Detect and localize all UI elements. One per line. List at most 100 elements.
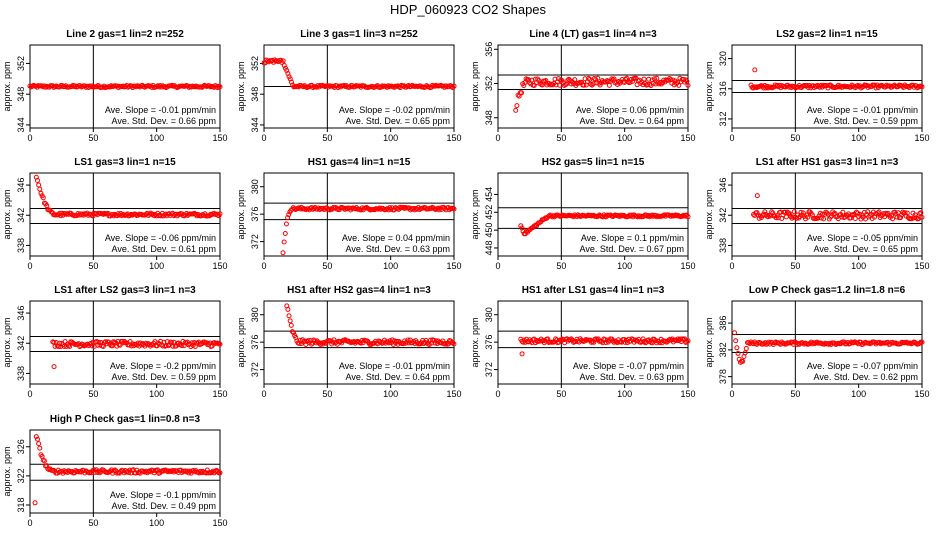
data-point [119,213,125,219]
y-tick-label: 318 [16,497,26,512]
y-tick-label: 376 [250,335,260,350]
data-point [909,216,915,222]
data-point [557,82,563,88]
panel-title: Line 2 gas=1 lin=2 n=252 [66,29,184,40]
x-tick-label: 0 [27,518,32,528]
data-point [281,239,287,245]
x-tick-label: 0 [261,389,266,399]
stddev-annotation: Ave. Std. Dev. = 0.64 ppm [346,372,450,382]
data-point [898,215,904,221]
slope-annotation: Ave. Slope = -0.01 ppm/min [807,105,918,115]
data-point [51,364,57,370]
y-axis-label: approx. ppm [704,317,714,367]
data-point [904,210,910,216]
x-tick-label: 100 [617,133,632,143]
y-tick-label: 344 [250,117,260,132]
slope-annotation: Ave. Slope = -0.05 ppm/min [807,233,918,243]
chart-panel-12: Low P Check gas=1.2 lin=1.8 n=6 0 50 100 150… [704,285,930,399]
data-point [519,351,525,357]
y-tick-label: 346 [16,306,26,321]
data-point [291,330,297,336]
x-tick-label: 100 [617,389,632,399]
data-point [558,213,564,219]
data-point [573,339,579,345]
data-point [378,206,384,212]
data-point [80,342,86,348]
data-point [67,343,73,349]
data-point [681,212,687,218]
data-point [289,329,295,335]
data-point [603,340,609,346]
x-tick-label: 100 [851,389,866,399]
y-tick-label: 338 [16,238,26,253]
data-point [217,84,223,90]
x-tick-label: 50 [88,389,98,399]
data-point [319,340,325,346]
data-point [165,469,171,475]
data-point [627,79,633,85]
data-point [535,339,541,345]
y-axis-label: approx. ppm [2,446,12,496]
y-tick-label: 386 [718,316,728,331]
data-point [786,210,792,216]
chart-panel-11: HS1 after LS1 gas=4 lin=1 n=3 0 50 100 150 37… [470,285,696,399]
data-point [36,182,42,188]
data-point [126,470,132,476]
stddev-annotation: Ave. Std. Dev. = 0.59 ppm [112,372,216,382]
panel-title: Line 4 (LT) gas=1 lin=4 n=3 [529,29,657,40]
data-point [406,340,412,346]
data-point [787,83,793,89]
panel-title: HS2 gas=5 lin=1 n=15 [542,157,645,168]
data-point [97,470,103,476]
y-tick-label: 344 [16,117,26,132]
data-point [133,211,139,217]
y-tick-label: 326 [16,439,26,454]
x-tick-label: 50 [556,133,566,143]
x-tick-label: 50 [88,518,98,528]
data-point [761,211,767,217]
x-tick-label: 150 [212,518,227,528]
x-tick-label: 100 [149,518,164,528]
data-point [805,214,811,220]
data-point [199,470,205,476]
data-point [588,81,594,87]
data-point [558,337,564,343]
data-point [668,213,674,219]
data-point [440,338,446,344]
data-point [93,211,99,217]
chart-panel-7: HS2 gas=5 lin=1 n=15 0 50 100 150 448 450 452 45… [470,157,696,271]
panel-title: HS1 after LS1 gas=4 lin=1 n=3 [522,285,665,296]
figure-title: HDP_060923 CO2 Shapes [390,2,547,17]
data-point [308,341,314,347]
stddev-annotation: Ave. Std. Dev. = 0.62 ppm [814,372,918,382]
data-point [38,190,44,196]
data-point [91,467,97,473]
data-point [553,336,559,342]
data-point [32,500,38,506]
data-point [916,84,922,90]
panel-title: LS1 gas=3 lin=1 n=15 [74,157,176,168]
data-point [280,250,286,256]
y-tick-label: 372 [250,362,260,377]
chart-panel-10: HS1 after HS2 gas=4 lin=1 n=3 0 50 100 150 37… [236,285,462,399]
data-point [451,83,457,89]
data-point [787,211,793,217]
x-tick-label: 100 [851,133,866,143]
x-tick-label: 0 [729,261,734,271]
x-tick-label: 0 [27,261,32,271]
y-axis-label: approx. ppm [236,189,246,239]
data-point [595,75,601,81]
x-tick-label: 150 [446,133,461,143]
data-point [742,350,748,356]
chart-panel-2: Line 3 gas=1 lin=3 n=252 0 50 100 150 344 348 3… [236,29,462,143]
y-tick-label: 346 [16,178,26,193]
data-point [451,341,457,347]
data-point [285,306,291,312]
data-point [593,336,599,342]
x-tick-label: 150 [446,389,461,399]
x-tick-label: 50 [322,261,332,271]
data-point [282,230,288,236]
y-axis-label: approx. ppm [470,189,480,239]
x-tick-label: 150 [446,261,461,271]
